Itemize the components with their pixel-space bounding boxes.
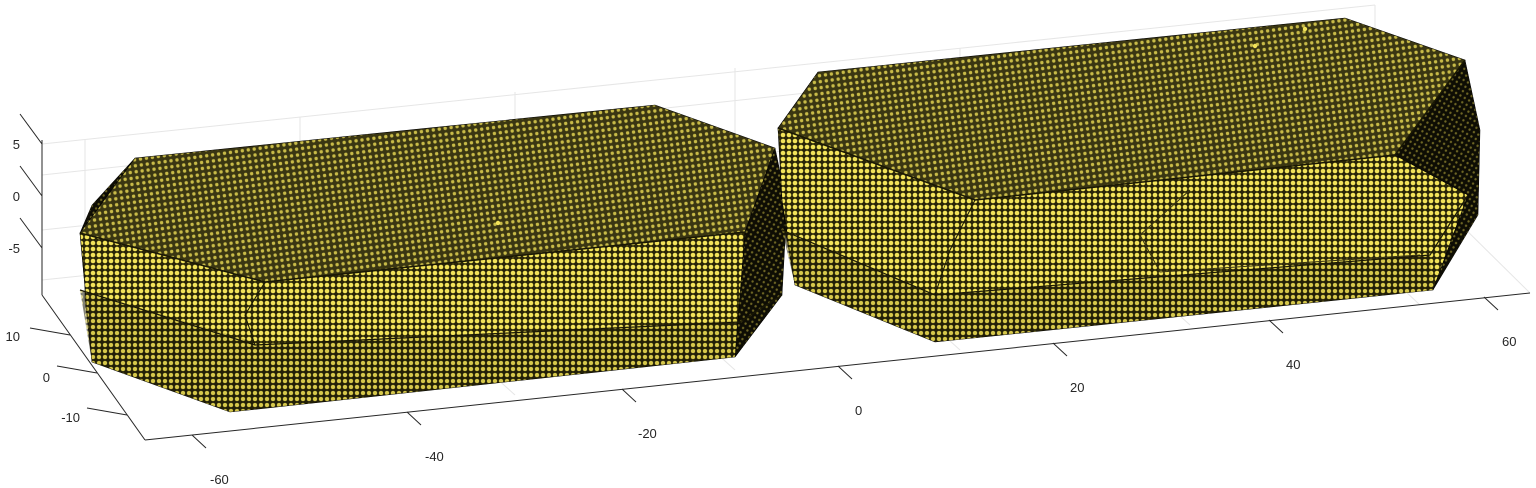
x-tick-mark [1052, 342, 1068, 357]
x-tick-label: 40 [1286, 357, 1300, 372]
z-tick-mark [19, 113, 43, 145]
x-tick-label: -20 [638, 426, 657, 441]
right-body-front-bevel [782, 230, 1433, 342]
left-body-edge [244, 281, 266, 346]
axes [41, 140, 1531, 441]
left-body [79, 104, 788, 413]
y-tick-label: 0 [43, 370, 50, 385]
y-tick-mark [29, 327, 71, 336]
right-body [777, 17, 1481, 343]
z-tick-mark [19, 217, 43, 249]
z-tick-label: 5 [13, 137, 20, 152]
y-tick-mark [56, 365, 98, 374]
x-tick-label: -40 [425, 449, 444, 464]
right-body-edge [777, 59, 1466, 201]
z-tick-label: -5 [8, 241, 20, 256]
data-point [1252, 43, 1258, 49]
right-body-edge [781, 194, 1469, 296]
highlight-points [495, 26, 1308, 226]
x-tick-mark [406, 411, 422, 426]
x-axis [144, 292, 1531, 441]
x-tick-mark [621, 388, 637, 403]
z-tick-mark [19, 165, 43, 197]
tick-marks [19, 113, 1499, 449]
left-body-front-bevel [80, 290, 740, 412]
y-axis [41, 294, 146, 441]
x-tick-mark [1268, 319, 1284, 334]
y-tick-label: 10 [6, 329, 20, 344]
z-tick-label: 0 [13, 189, 20, 204]
data-point [1302, 26, 1308, 32]
left-body-edge [79, 289, 783, 346]
x-tick-label: -60 [210, 472, 229, 487]
left-body-right-cap [734, 147, 788, 358]
data-point [495, 220, 501, 226]
x-tick-mark [837, 365, 853, 380]
x-tick-label: 60 [1502, 334, 1516, 349]
tick-labels: -60 -40 -20 0 20 40 60 -10 0 10 -5 0 5 [6, 137, 1517, 487]
y-tick-mark [86, 407, 128, 416]
x-tick-label: 20 [1070, 380, 1084, 395]
x-tick-label: 0 [855, 403, 862, 418]
y-tick-label: -10 [61, 410, 80, 425]
right-body-edge [934, 199, 976, 296]
x-tick-mark [1483, 296, 1499, 311]
x-tick-mark [191, 434, 207, 449]
right-body-edge [1139, 189, 1421, 273]
